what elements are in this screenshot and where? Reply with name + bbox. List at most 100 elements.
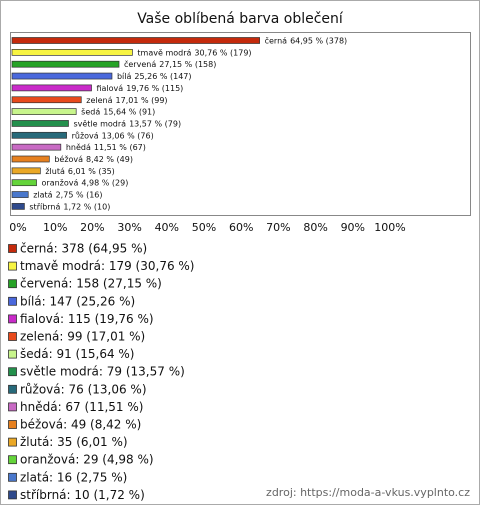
legend-entry: růžová: 76 (13,06 %) — [20, 382, 147, 396]
bar-category: hnědá — [66, 143, 91, 152]
value-label: 8,42 % (49) — [86, 155, 133, 164]
x-tick-label: 90% — [341, 221, 365, 234]
legend-entry: žlutá: 35 (6,01 %) — [20, 435, 128, 449]
bar-category: zlatá — [33, 190, 52, 199]
legend-swatch — [8, 384, 17, 394]
bar-category: žlutá — [45, 166, 65, 175]
bar — [11, 108, 77, 115]
value-label: 25,26 % (147) — [134, 72, 191, 81]
value-label: 64,95 % (378) — [290, 36, 347, 45]
bar-label: oranžová 4,98 % (29) — [42, 178, 129, 187]
bar — [11, 179, 37, 187]
bar — [11, 203, 25, 210]
legend-swatch — [8, 420, 17, 429]
x-tick-label: 20% — [80, 221, 104, 234]
bar-label: žlutá 6,01 % (35) — [45, 166, 114, 175]
bar-category: tmavě modrá — [137, 48, 191, 57]
bar-category: fialová — [97, 83, 124, 92]
legend-swatch — [8, 472, 17, 482]
value-label: 15,64 % (91) — [103, 107, 155, 116]
legend-entry: béžová: 49 (8,42 %) — [20, 418, 141, 432]
value-label: 17,01 % (99) — [116, 95, 168, 104]
legend-swatch — [8, 279, 17, 289]
legend-entry: zelená: 99 (17,01 %) — [20, 330, 145, 344]
bar-category: bílá — [117, 72, 132, 81]
legend-swatch — [8, 314, 17, 324]
legend-entry: šedá: 91 (15,64 %) — [20, 347, 134, 361]
bar — [11, 96, 82, 104]
value-label: 27,15 % (158) — [159, 60, 216, 69]
bar-label: zelená 17,01 % (99) — [86, 95, 167, 104]
legend-entry: fialová: 115 (19,76 %) — [20, 312, 154, 326]
bar — [11, 167, 41, 175]
bar — [11, 155, 50, 163]
x-tick-label: 50% — [192, 221, 216, 234]
legend-entry: světle modrá: 79 (13,57 %) — [20, 365, 185, 379]
legend-swatch — [8, 402, 17, 412]
bar-category: zelená — [86, 95, 112, 104]
value-label: 11,51 % (67) — [94, 143, 146, 152]
bar-label: stříbrná 1,72 % (10) — [29, 202, 110, 211]
value-label: 13,06 % (76) — [102, 131, 154, 140]
bar-category: oranžová — [42, 178, 79, 187]
legend-entry: oranžová: 29 (4,98 %) — [20, 453, 154, 467]
bar — [11, 120, 69, 127]
x-tick-label: 30% — [117, 221, 141, 234]
legend-swatch — [8, 244, 17, 253]
legend-entry: zlatá: 16 (2,75 %) — [20, 470, 127, 484]
bar-label: šedá 15,64 % (91) — [81, 106, 155, 116]
bar-label: bílá 25,26 % (147) — [117, 72, 192, 81]
bar-label: černá 64,95 % (378) — [265, 35, 348, 45]
value-label: 6,01 % (35) — [68, 166, 115, 175]
legend-swatch — [8, 296, 17, 306]
bar-label: fialová 19,76 % (115) — [97, 83, 184, 92]
bar-category: světle modrá — [73, 119, 126, 128]
legend-swatch — [8, 490, 17, 500]
x-tick-label: 80% — [303, 221, 327, 234]
bar-label: béžová 8,42 % (49) — [54, 154, 133, 164]
bar-category: růžová — [72, 130, 99, 140]
value-label: 1,72 % (10) — [63, 202, 110, 211]
bar-label: tmavě modrá 30,76 % (179) — [137, 48, 251, 57]
legend-entry: červená: 158 (27,15 %) — [20, 277, 162, 291]
bar — [11, 131, 67, 139]
chart-title: Vaše oblíbená barva oblečení — [137, 11, 344, 27]
x-tick-label: 40% — [155, 221, 179, 234]
value-label: 4,98 % (29) — [81, 178, 128, 187]
bar-category: červená — [124, 59, 156, 69]
value-label: 30,76 % (179) — [194, 48, 251, 57]
legend-entry: bílá: 147 (25,26 %) — [20, 294, 135, 308]
bar — [11, 72, 113, 80]
x-tick-label: 100% — [374, 221, 405, 234]
x-tick-label: 60% — [229, 221, 253, 234]
bar-category: černá — [265, 35, 288, 45]
legend-swatch — [8, 367, 17, 377]
bar-label: světle modrá 13,57 % (79) — [73, 119, 181, 128]
bar — [11, 48, 133, 56]
legend-swatch — [8, 349, 17, 359]
legend-swatch — [8, 455, 17, 465]
source: zdroj: https://moda-a-vkus.vyplnto.cz — [266, 486, 470, 499]
bar-category: béžová — [54, 154, 83, 164]
bar-category: stříbrná — [29, 202, 60, 211]
bar-label: růžová 13,06 % (76) — [72, 130, 154, 140]
bar-label: červená 27,15 % (158) — [124, 59, 216, 69]
bar — [11, 84, 92, 92]
bar — [11, 143, 62, 151]
value-label: 19,76 % (115) — [126, 83, 183, 92]
x-tick-label: 70% — [266, 221, 290, 234]
bar-label: zlatá 2,75 % (16) — [33, 190, 102, 199]
value-label: 13,57 % (79) — [129, 119, 181, 128]
legend-entry: stříbrná: 10 (1,72 %) — [20, 488, 145, 502]
bar — [11, 191, 29, 198]
legend-swatch — [8, 332, 17, 341]
bar — [11, 60, 120, 68]
bar-label: hnědá 11,51 % (67) — [66, 143, 146, 152]
legend-entry: černá: 378 (64,95 %) — [20, 242, 147, 256]
legend-swatch — [8, 261, 17, 271]
bar — [11, 37, 260, 44]
legend-entry: tmavě modrá: 179 (30,76 %) — [20, 259, 195, 273]
bar-category: šedá — [81, 106, 100, 116]
x-tick-label: 10% — [43, 221, 67, 234]
